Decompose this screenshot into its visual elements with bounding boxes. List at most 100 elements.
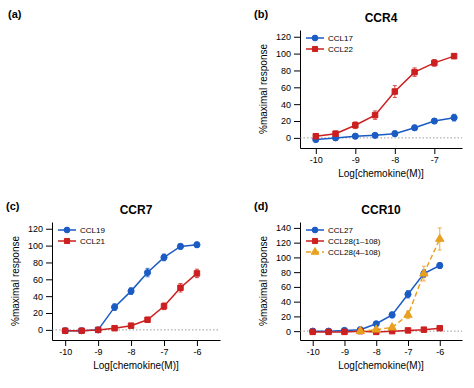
legend-marker <box>64 238 69 243</box>
data-point <box>79 328 84 333</box>
tick-label: -8 <box>128 347 136 357</box>
data-point <box>372 112 377 117</box>
data-point <box>310 328 316 334</box>
tick-mark <box>355 148 356 154</box>
tick-mark <box>294 37 300 38</box>
legend-marker <box>64 227 70 233</box>
tick-label: 40 <box>281 297 291 307</box>
plot-area <box>300 228 462 335</box>
tick-label: 120 <box>276 32 291 42</box>
tick: 140 <box>276 223 300 233</box>
tick-label: 60 <box>281 83 291 93</box>
tick-label: -10 <box>310 155 323 165</box>
tick: 120 <box>276 238 300 248</box>
tick-mark <box>294 272 300 273</box>
error-bar <box>334 131 338 136</box>
data-point <box>437 262 443 268</box>
tick-label: 80 <box>281 268 291 278</box>
tick-mark <box>131 340 132 346</box>
legend-label: CCL27 <box>328 226 353 235</box>
tick-label: 60 <box>33 275 43 285</box>
data-point <box>405 328 410 333</box>
data-point <box>62 328 67 333</box>
tick: 0 <box>38 325 52 335</box>
legend-marker <box>311 248 319 255</box>
tick: 40 <box>281 297 300 307</box>
data-point <box>112 325 117 330</box>
figure: (a)-10-9-8-7020406080100120Log[chemokine… <box>0 0 474 388</box>
data-point <box>95 327 101 333</box>
tick-label: -10 <box>307 347 320 357</box>
tick-mark <box>98 340 99 346</box>
tick-mark <box>434 148 435 154</box>
tick-mark <box>46 296 52 297</box>
panel-label: (a) <box>8 8 22 20</box>
tick-label: 80 <box>281 66 291 76</box>
tick-label: 20 <box>33 308 43 318</box>
axis-line <box>52 223 53 341</box>
legend: CCL19CCL21 <box>58 226 105 246</box>
legend-label: CCL17 <box>328 34 353 43</box>
legend-item: CCL22 <box>306 45 353 54</box>
tick-mark <box>65 340 66 346</box>
data-point <box>342 329 347 334</box>
data-point <box>325 328 331 334</box>
tick-label: 0 <box>286 133 291 143</box>
data-point <box>372 132 378 138</box>
tick: -10 <box>59 340 72 357</box>
tick: 100 <box>276 49 300 59</box>
legend: CCL17 CCL22 <box>306 34 353 54</box>
tick-mark <box>294 138 300 139</box>
tick: -7 <box>431 148 439 165</box>
data-point <box>436 234 444 241</box>
tick-mark <box>294 87 300 88</box>
tick-mark <box>344 340 345 346</box>
tick-label: 40 <box>33 292 43 302</box>
axis-line <box>301 340 463 341</box>
tick: 80 <box>33 258 52 268</box>
data-point <box>178 285 183 290</box>
data-point <box>62 328 68 334</box>
tick-mark <box>46 246 52 247</box>
tick-mark <box>294 302 300 303</box>
tick-mark <box>440 340 441 346</box>
data-point <box>388 323 396 330</box>
data-point <box>420 269 428 276</box>
axis-line <box>301 148 463 149</box>
tick-label: 100 <box>276 49 291 59</box>
data-point <box>128 323 133 328</box>
tick-label: 0 <box>38 325 43 335</box>
tick-mark <box>164 340 165 346</box>
data-point <box>161 254 167 260</box>
tick-mark <box>46 279 52 280</box>
tick: -9 <box>352 148 360 165</box>
x-axis: -10-9-8-7 <box>301 148 463 165</box>
panel-label: (c) <box>6 200 20 212</box>
data-point <box>392 89 397 94</box>
title: CCR10 <box>361 203 401 217</box>
data-point <box>356 326 364 333</box>
tick: -8 <box>128 340 136 357</box>
tick-mark <box>294 257 300 258</box>
data-point <box>421 327 426 332</box>
data-point <box>353 123 358 128</box>
data-point <box>352 133 358 139</box>
tick-label: -9 <box>352 155 360 165</box>
y-axis-title: %maximal response <box>258 44 269 134</box>
legend: CCL27CCL28(1–108)CCL28(4–108) <box>306 226 381 257</box>
tick-label: -6 <box>193 347 201 357</box>
data-point <box>79 328 85 334</box>
tick: -8 <box>373 340 381 357</box>
data-point <box>412 69 417 74</box>
title: CCR4 <box>365 11 398 25</box>
legend-marker <box>312 35 318 41</box>
error-bar <box>432 60 436 67</box>
tick-label: 100 <box>28 241 43 251</box>
tick: 100 <box>276 253 300 263</box>
tick-mark <box>395 148 396 154</box>
tick: 20 <box>33 308 52 318</box>
data-point <box>313 133 318 138</box>
tick-label: -7 <box>431 155 439 165</box>
data-point <box>432 60 437 65</box>
tick-mark <box>294 243 300 244</box>
